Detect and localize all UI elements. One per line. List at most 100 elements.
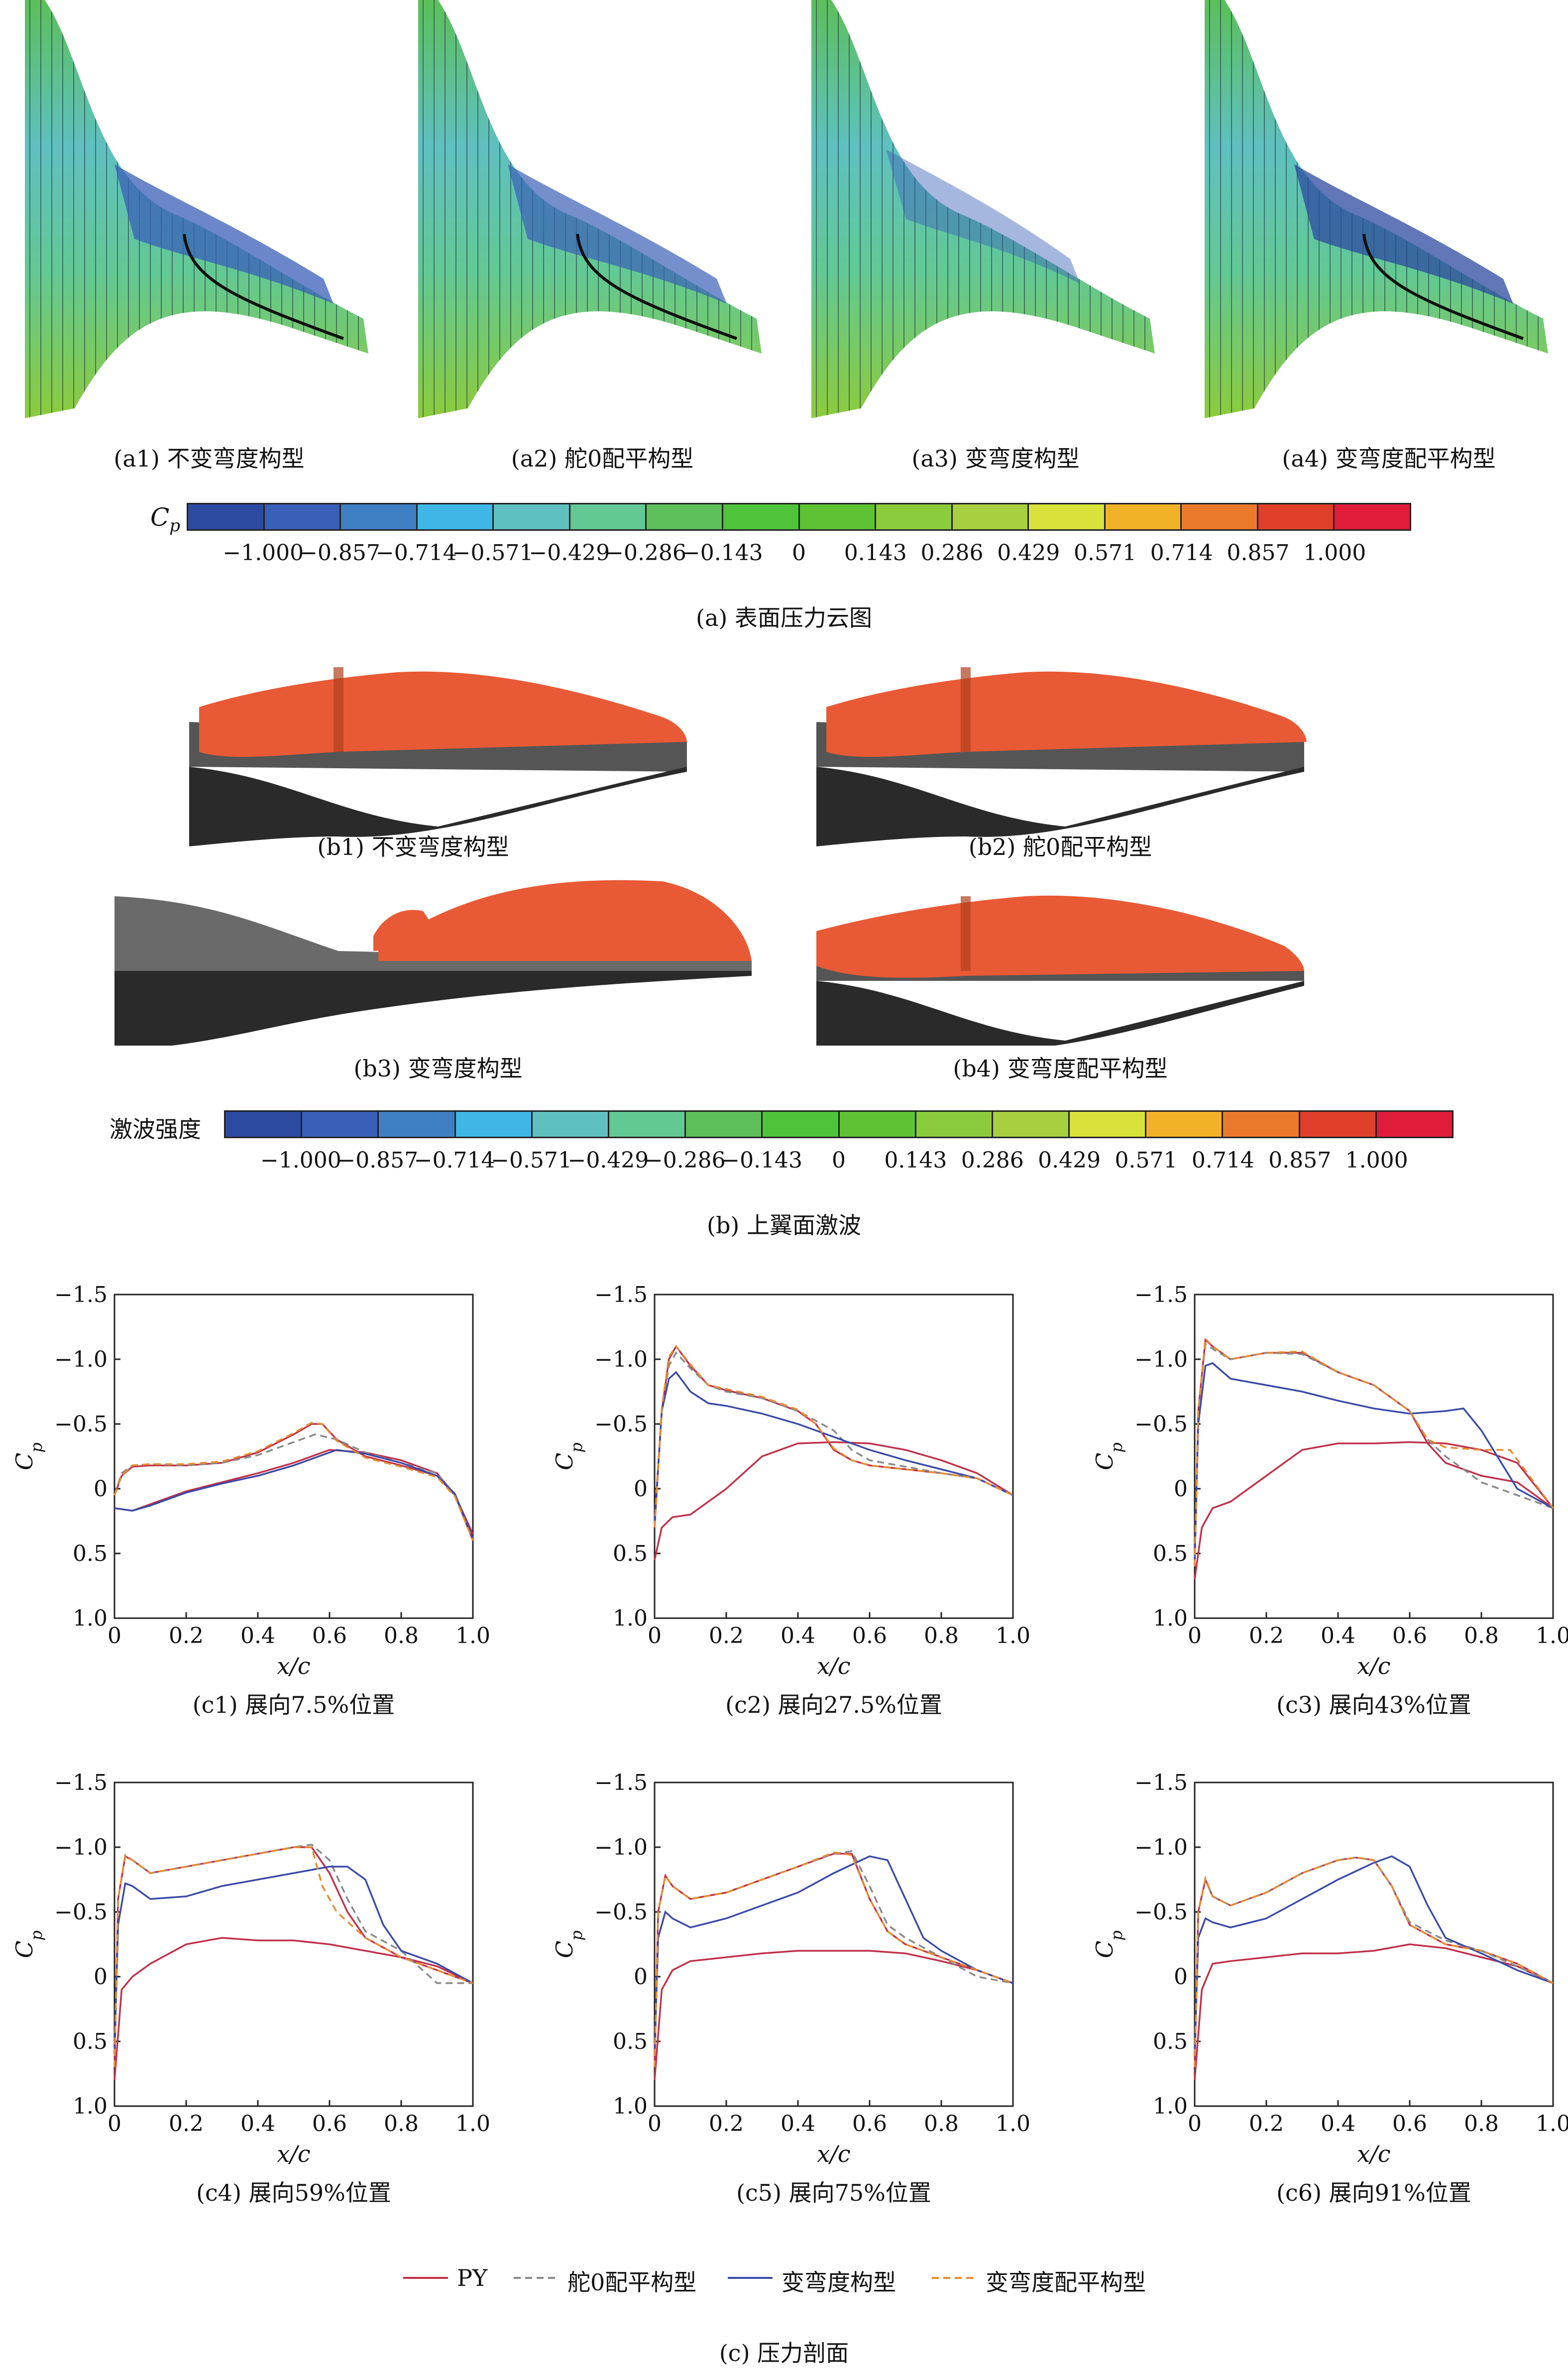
colorbar-b-swatch-1	[302, 1112, 379, 1137]
colorbar-b-tick-label: 0.857	[1268, 1148, 1332, 1173]
series-line	[1194, 1441, 1554, 1580]
figure-b: (b1) 不变弯度构型 (b2) 舵0配平构型 (b3) 变弯度构型 (b4) …	[0, 647, 1568, 1255]
y-tick-label: 1.0	[73, 2094, 108, 2119]
x-tick-label: 0.6	[312, 2111, 347, 2136]
subplot-label: (c4) 展向59%位置	[196, 2179, 391, 2206]
series-line	[654, 1950, 1013, 2081]
chart-2: −1.5−1.0−0.500.51.00 0.2 0.4 0.6 0.8 1.0x/cCp…	[551, 1282, 1030, 1718]
colorbar-a-tick-label: 1.000	[1303, 540, 1366, 566]
subplot-label-a2: (a2) 舵0配平构型	[511, 445, 694, 472]
x-tick-label: 1.0	[996, 2111, 1030, 2136]
subplot-label-a3: (a3) 变弯度构型	[911, 445, 1080, 472]
wing-image-a2	[418, 0, 762, 418]
legend: PY 舵0配平构型 变弯度构型 变弯度配平构型	[398, 2260, 1195, 2296]
colorbar-b-swatch-15	[1376, 1112, 1452, 1137]
colorbar-b-tick-label: −0.143	[721, 1148, 803, 1173]
colorbar-a-swatch-1	[264, 504, 341, 529]
wing-image-a4	[1205, 0, 1548, 418]
series-line	[113, 1433, 474, 1539]
colorbar-b-swatch-10	[993, 1112, 1070, 1137]
colorbar-b-swatch-9	[916, 1112, 993, 1137]
x-tick-label: 0.2	[1249, 1623, 1284, 1649]
y-tick-label: −0.5	[54, 1899, 108, 1925]
y-tick-label: 0.5	[73, 2029, 108, 2054]
y-tick-label: 1.0	[73, 1606, 108, 1631]
series-line	[654, 1351, 1013, 1528]
x-tick-label: 0.8	[384, 1623, 419, 1649]
series-line	[113, 1422, 474, 1541]
y-tick-label: 0.5	[1153, 1541, 1188, 1566]
colorbar-a-swatch-9	[876, 504, 953, 529]
series-line	[1194, 1336, 1554, 1567]
y-tick-label: 0	[1174, 1476, 1188, 1502]
x-axis-label: x/c	[817, 2140, 850, 2167]
colorbar-b-swatch-14	[1300, 1112, 1377, 1137]
shock-image-b2	[816, 667, 1307, 846]
series-line	[654, 1441, 1013, 1560]
x-tick-label: 0.4	[1321, 1623, 1355, 1649]
colorbar-swatches-b	[224, 1110, 1454, 1138]
x-axis-label: x/c	[1357, 1653, 1390, 1679]
legend-label-rudder0: 舵0配平构型	[567, 2269, 697, 2296]
y-axis-label: Cp	[551, 1930, 586, 1958]
colorbar-b-tick-label: −1.000	[260, 1148, 341, 1173]
y-tick-label: −1.0	[54, 1835, 108, 1860]
colorbar-a-tick-label: −0.429	[529, 540, 610, 566]
colorbar-swatches-a	[187, 503, 1411, 531]
x-tick-label: 0.4	[781, 1623, 815, 1649]
legend-label-variable-camber: 变弯度构型	[782, 2269, 896, 2296]
colorbar-b-swatch-12	[1146, 1112, 1224, 1137]
colorbar-a-swatch-15	[1335, 504, 1410, 529]
x-axis-label: x/c	[277, 2140, 310, 2167]
colorbar-a-tick-label: −0.571	[452, 540, 534, 566]
subplot-label: (c5) 展向75%位置	[736, 2179, 931, 2206]
plot-frame	[1194, 1294, 1554, 1619]
colorbar-b-tick-label: 0.429	[1038, 1148, 1101, 1173]
x-tick-label: 0	[1188, 1623, 1202, 1649]
colorbar-b-swatch-4	[532, 1112, 609, 1137]
x-tick-label: 0	[648, 2111, 662, 2136]
y-tick-label: 0.5	[613, 1541, 648, 1566]
y-tick-label: −1.5	[1134, 1282, 1188, 1307]
figure-caption-b: (b) 上翼面激波	[707, 1212, 861, 1239]
colorbar-b-tick-label: 0.143	[884, 1148, 947, 1173]
colorbar-b-swatch-5	[609, 1112, 686, 1137]
y-tick-label: 0	[1174, 1964, 1188, 1990]
y-tick-label: −0.5	[1134, 1899, 1188, 1925]
x-tick-label: 0.6	[1392, 1623, 1427, 1649]
x-tick-label: 0.6	[1392, 2111, 1427, 2136]
colorbar-a-swatch-10	[952, 504, 1029, 529]
figure-c: −1.5 −1.0 −0.5 0 0.5 1.0 0 0.2 0.4 0.6 0.8 1.0 x/c Cp…	[0, 1265, 1568, 2372]
x-tick-label: 0.6	[852, 2111, 887, 2136]
figure-caption-c: (c) 压力剖面	[719, 2340, 849, 2367]
y-axis-label: Cp	[1091, 1442, 1126, 1470]
figure-a: (a1) 不变弯度构型 (a2) 舵0配平构型 (a3) 变弯度构型 (a4) …	[0, 0, 1568, 642]
colorbar-a: Cp −1.000 −0.857 −0.714 −0.571 −0.429 −0.286−…	[144, 503, 1414, 583]
y-tick-label: 0	[94, 1476, 108, 1502]
chart-6: −1.5−1.0−0.500.51.00 0.2 0.4 0.6 0.8 1.0x/cCp…	[1091, 1770, 1568, 2206]
y-tick-label: −1.5	[54, 1770, 108, 1795]
colorbar-b-swatch-6	[686, 1112, 763, 1137]
subplot-label: (c1) 展向7.5%位置	[193, 1691, 395, 1718]
chart-3: −1.5−1.0−0.500.51.00 0.2 0.4 0.6 0.8 1.0x/cCp…	[1091, 1282, 1568, 1718]
colorbar-b-tick-label: 1.000	[1345, 1148, 1408, 1173]
y-tick-label: 0.5	[613, 2029, 648, 2054]
colorbar-a-tick-label: 0.429	[997, 540, 1060, 566]
y-tick-label: 0.5	[73, 1541, 108, 1566]
colorbar-a-tick-label: 0.286	[920, 540, 984, 566]
colorbar-b-tick-label: −0.286	[644, 1148, 726, 1173]
colorbar-b-swatch-8	[839, 1112, 916, 1137]
colorbar-a-swatch-14	[1258, 504, 1335, 529]
x-tick-label: 0.4	[1321, 2111, 1355, 2136]
colorbar-b-tick-label: −0.714	[414, 1148, 495, 1173]
wing-image-a3	[811, 0, 1155, 418]
y-tick-label: 1.0	[1153, 2094, 1188, 2119]
y-tick-label: −1.0	[1134, 1347, 1188, 1372]
subplot-label-b2: (b2) 舵0配平构型	[968, 833, 1152, 860]
colorbar-b-swatch-13	[1223, 1112, 1300, 1137]
colorbar-a-tick-label: −0.714	[375, 540, 457, 566]
subplot-label-b3: (b3) 变弯度构型	[353, 1055, 523, 1082]
x-tick-label: 0	[1188, 2111, 1202, 2136]
series-line	[114, 1449, 474, 1539]
x-tick-label: 1.0	[996, 1623, 1030, 1649]
